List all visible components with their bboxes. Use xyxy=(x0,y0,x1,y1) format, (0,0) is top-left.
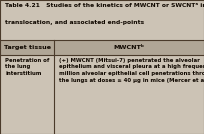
Text: (+) MWCNT (Mitsui-7) penetrated the alveolar
epithelium and visceral pleura at a: (+) MWCNT (Mitsui-7) penetrated the alve… xyxy=(59,58,204,83)
Bar xyxy=(0,40,204,55)
Text: Penetration of
the lung
interstitium: Penetration of the lung interstitium xyxy=(5,58,49,76)
Text: Target tissue: Target tissue xyxy=(3,45,51,50)
Bar xyxy=(0,0,204,40)
Text: translocation, and associated end-points: translocation, and associated end-points xyxy=(5,21,144,25)
Text: Table 4.21   Studies of the kinetics of MWCNT or SWCNTᵃ in: Table 4.21 Studies of the kinetics of MW… xyxy=(5,3,204,8)
Bar xyxy=(0,55,204,134)
Text: MWCNTᵇ: MWCNTᵇ xyxy=(114,45,144,50)
